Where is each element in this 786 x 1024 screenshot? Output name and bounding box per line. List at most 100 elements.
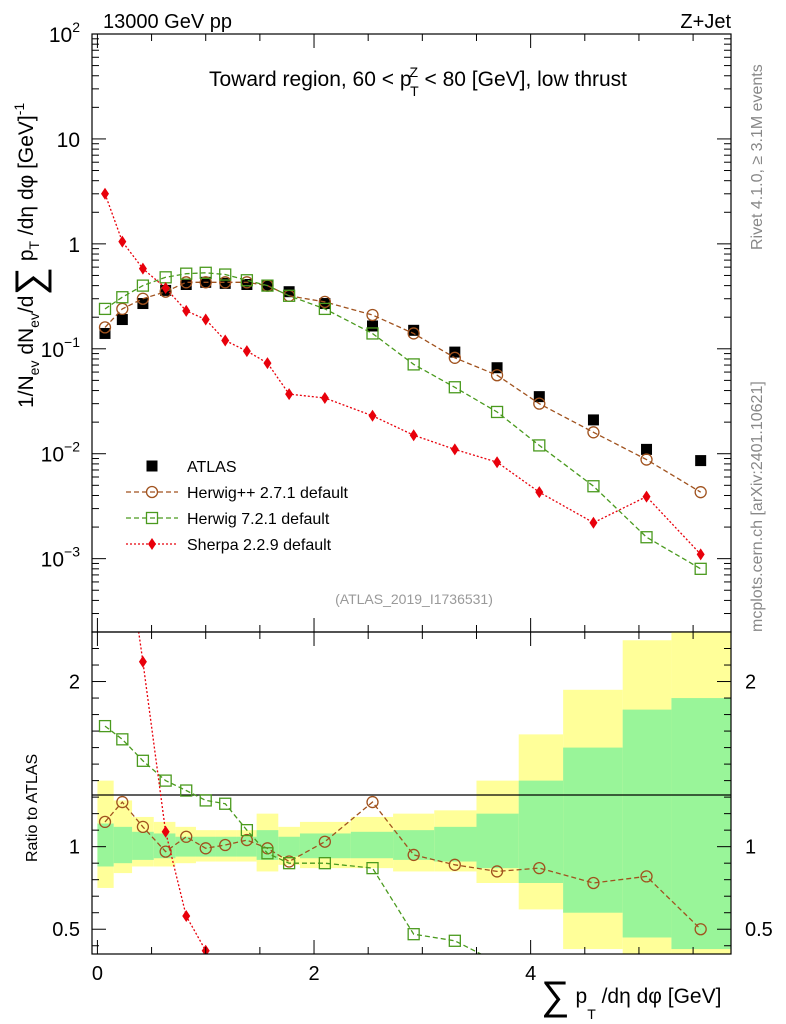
main-point-sherpa-2-2-9-default: [320, 391, 329, 404]
main-point-herwig-7-2-1-default: [318, 302, 332, 316]
main-point-atlas: [241, 278, 253, 290]
ratio-point-herwig-7-2-1-default: [448, 934, 461, 947]
ratio-point-herwig-2-7-1-default: [694, 923, 707, 936]
main-title-suffix: < 80 [GeV], low thrust: [419, 68, 628, 91]
ratio-point-herwig-2-7-1-default: [199, 842, 212, 855]
ratio-band-inner: [476, 813, 519, 869]
ylabel-part-b: dN: [15, 328, 38, 361]
main-y-tick-label: 102: [49, 19, 80, 47]
main-point-atlas: [219, 277, 231, 289]
ylabel-part-p-sub: T: [26, 240, 42, 249]
ratio-y-tick-label: 1: [69, 837, 80, 859]
ratio-band-inner: [278, 836, 300, 857]
x-tick-label: 4: [525, 963, 536, 985]
main-title-sub: T: [410, 83, 419, 99]
main-point-sherpa-2-2-9-default: [118, 235, 127, 248]
main-line-herwig-7-2-1-default: [104, 272, 702, 570]
ratio-line-herwig-2-7-1-default: [104, 801, 702, 930]
ratio-y-tick-label-right: 1: [745, 837, 756, 859]
ratio-point-sherpa-2-2-9-default: [161, 825, 170, 838]
ratio-point-herwig-7-2-1-default: [219, 797, 232, 810]
legend-marker-atlas: [146, 460, 158, 472]
ratio-point-herwig-2-7-1-default: [407, 848, 420, 862]
main-title-sup: Z: [410, 64, 419, 80]
ratio-point-herwig-2-7-1-default: [240, 833, 254, 847]
ylabel-part-c: /d: [15, 296, 38, 314]
ratio-ticks: 2 2 1 1 0.5 0.5 0 2 4: [52, 632, 773, 985]
main-point-herwig-2-7-1-default: [219, 276, 232, 289]
main-point-sherpa-2-2-9-default: [221, 334, 230, 347]
ratio-point-sherpa-2-2-9-default: [138, 655, 147, 668]
xlabel-sum-sign: ∑: [541, 974, 570, 1018]
main-point-herwig-2-7-1-default: [116, 302, 129, 316]
main-point-herwig-7-2-1-default: [448, 381, 461, 394]
main-point-herwig-7-2-1-default: [136, 279, 150, 292]
ratio-band-inner: [299, 833, 351, 859]
ratio-point-herwig-2-7-1-default: [180, 830, 193, 843]
main-point-sherpa-2-2-9-default: [242, 345, 251, 358]
main-y-tick-label: 10−1: [41, 334, 81, 362]
main-point-herwig-2-7-1-default: [694, 486, 707, 499]
main-point-atlas: [533, 391, 545, 403]
legend-label-herwig-7-2-1-default: Herwig 7.2.1 default: [187, 511, 330, 528]
main-point-herwig-2-7-1-default: [136, 292, 150, 305]
main-title: Toward region, 60 < pZ T < 80 [GeV], low …: [209, 64, 627, 99]
main-point-sherpa-2-2-9-default: [535, 486, 544, 499]
x-axis-label: ∑ pT /dη dφ [GeV]: [541, 974, 721, 1022]
ratio-point-herwig-7-2-1-default: [98, 719, 112, 733]
ratio-y-tick-label-right: 0.5: [745, 919, 773, 941]
ratio-point-herwig-7-2-1-default: [366, 861, 379, 875]
ratio-point-herwig-7-2-1-default: [199, 794, 212, 807]
main-point-herwig-2-7-1-default: [640, 453, 653, 466]
ratio-panel-frame: [91, 631, 732, 955]
ratio-band-inner: [434, 826, 477, 862]
ratio-band-inner: [518, 780, 564, 883]
ratio-point-herwig-7-2-1-default: [116, 733, 129, 746]
ratio-band-inner: [622, 709, 672, 938]
ylabel-part-d: /dη dφ [GeV]: [15, 115, 38, 241]
ratio-point-herwig-7-2-1-default: [318, 857, 332, 870]
ratio-point-herwig-7-2-1-default: [492, 957, 503, 968]
main-point-herwig-2-7-1-default: [180, 276, 193, 289]
ratio-point-herwig-2-7-1-default: [219, 838, 232, 852]
main-y-axis-label: 1/Nev dNev/d∑ pT /dη dφ [GeV]-1: [8, 103, 52, 408]
ratio-point-herwig-2-7-1-default: [98, 815, 112, 829]
main-point-atlas: [283, 286, 295, 298]
ratio-band-inner: [671, 698, 731, 950]
main-point-atlas: [116, 314, 128, 326]
ratio-y-tick-label-right: 2: [745, 672, 756, 694]
main-point-herwig-2-7-1-default: [407, 327, 420, 340]
ratio-point-herwig-2-7-1-default: [490, 865, 504, 878]
analysis-watermark: (ATLAS_2019_I1736531): [335, 591, 493, 607]
ylabel-sum-sign: ∑: [8, 267, 52, 296]
legend-marker-herwig-2-7-1-default: [145, 485, 159, 499]
ratio-data-marks: [98, 632, 707, 968]
main-point-atlas: [137, 298, 149, 310]
ratio-point-herwig-7-2-1-default: [407, 928, 420, 941]
ratio-point-herwig-2-7-1-default: [533, 861, 546, 875]
mcplots-reference-label: mcplots.cern.ch [arXiv:2401.10621]: [749, 381, 766, 632]
ratio-point-herwig-2-7-1-default: [448, 858, 461, 871]
ylabel-part-a: 1/N: [15, 375, 38, 408]
main-point-herwig-7-2-1-default: [694, 562, 707, 575]
main-point-atlas: [695, 455, 707, 467]
ratio-point-herwig-2-7-1-default: [587, 876, 600, 890]
main-data-marks: [98, 187, 707, 575]
ratio-uncertainty-bands: [97, 632, 731, 954]
ratio-point-sherpa-2-2-9-default: [182, 910, 191, 923]
main-point-sherpa-2-2-9-default: [696, 548, 705, 561]
main-point-sherpa-2-2-9-default: [263, 357, 272, 370]
legend-label-atlas: ATLAS: [187, 459, 237, 476]
rivet-version-label: Rivet 4.1.0, ≥ 3.1M events: [749, 64, 766, 250]
ratio-y-tick-label: 2: [69, 672, 80, 694]
main-point-herwig-2-7-1-default: [533, 397, 546, 410]
ratio-band-inner: [350, 831, 394, 859]
ratio-point-herwig-7-2-1-default: [180, 784, 193, 797]
ratio-band-inner: [132, 831, 154, 860]
main-point-herwig-7-2-1-default: [199, 266, 212, 279]
ratio-point-herwig-7-2-1-default: [136, 754, 150, 767]
legend-label-herwig-2-7-1-default: Herwig++ 2.7.1 default: [187, 485, 349, 502]
legend: ATLAS Herwig++ 2.7.1 default Herwig 7.2.1 …: [126, 459, 349, 554]
legend-marker-sherpa-2-2-9-default: [148, 538, 156, 550]
main-point-herwig-7-2-1-default: [490, 405, 504, 419]
